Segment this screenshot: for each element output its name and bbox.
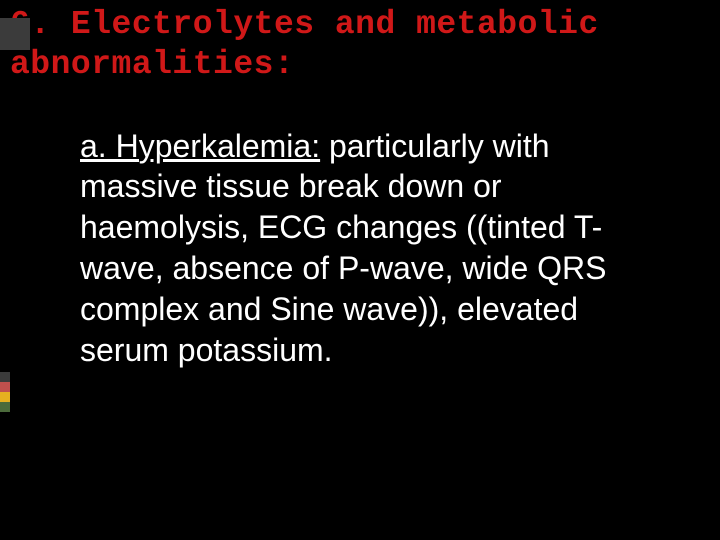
stripe-3 <box>0 402 10 412</box>
stripe-1 <box>0 382 10 392</box>
slide: 6. Electrolytes and metabolic abnormalit… <box>0 0 720 540</box>
stripe-0 <box>0 372 10 382</box>
body-paragraph: a. Hyperkalemia: particularly with massi… <box>80 126 665 372</box>
body-label: a. Hyperkalemia: <box>80 128 320 164</box>
slide-heading: 6. Electrolytes and metabolic abnormalit… <box>0 0 720 86</box>
accent-bar <box>0 18 30 50</box>
stripe-decoration <box>0 372 10 412</box>
stripe-2 <box>0 392 10 402</box>
body-container: a. Hyperkalemia: particularly with massi… <box>0 86 720 372</box>
